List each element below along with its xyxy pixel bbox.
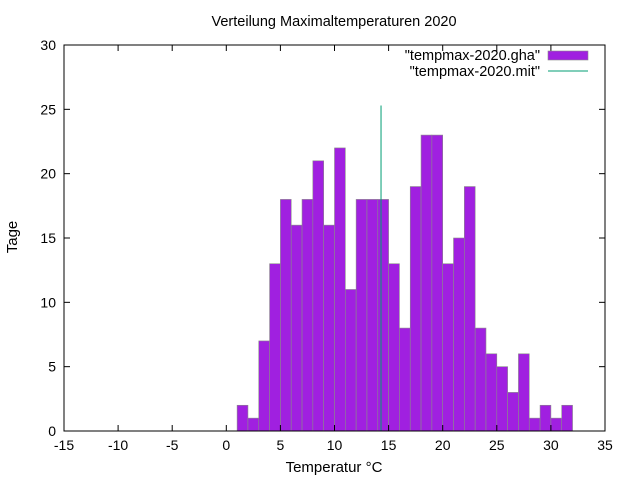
histogram-bar [485,353,498,432]
histogram-bar [539,404,552,432]
histogram-bar [399,327,411,432]
x-tick-label: 15 [381,437,397,453]
bars-layer [236,134,573,432]
y-tick-label: 25 [40,101,56,117]
histogram-bar [345,289,357,432]
legend-label-mit: "tempmax-2020.mit" [410,64,540,80]
x-tick-label: 5 [277,437,285,453]
x-tick-label: -5 [166,437,179,453]
x-tick-label: 30 [543,437,559,453]
y-tick-label: 20 [40,166,56,182]
x-tick-label: 25 [489,437,505,453]
histogram-bar [247,417,260,432]
histogram-bar [561,404,573,432]
histogram-bar [420,134,433,432]
x-tick-label: -15 [54,437,74,453]
x-tick-label: 10 [327,437,343,453]
y-axis-label: Tage [4,221,21,254]
ticks-layer: -15 -10 -5 0 5 10 15 20 25 30 35 0 5 10 15 20 25 30 [40,37,613,453]
histogram-bar [431,134,444,432]
y-tick-label: 5 [48,359,56,375]
y-tick-label: 15 [40,230,56,246]
legend-swatch-gha [547,50,589,61]
chart-title: Verteilung Maximaltemperaturen 2020 [211,14,456,30]
histogram-bar [507,392,519,432]
histogram-bar [280,199,292,432]
histogram-bar [377,199,389,432]
histogram-bar [366,199,379,432]
histogram-bar [453,237,465,432]
histogram-bar [550,417,563,432]
x-tick-label: 35 [597,437,613,453]
histogram-bar [388,263,400,432]
x-tick-label: -10 [108,437,128,453]
histogram-bar [496,366,508,432]
histogram-bar [290,224,303,432]
histogram-bar [236,404,249,432]
histogram-bar [323,224,335,432]
histogram-bar [301,199,314,432]
legend-label-gha: "tempmax-2020.gha" [405,48,540,64]
x-tick-label: 0 [222,437,230,453]
histogram-bar [464,186,476,432]
histogram-bar [442,263,454,432]
histogram-bar [474,327,487,432]
histogram-bar [334,147,346,432]
histogram-bar [409,186,422,432]
histogram-bar [258,340,270,432]
histogram-bar [528,417,541,432]
legend: "tempmax-2020.gha" "tempmax-2020.mit" [405,48,589,80]
histogram-bar [269,263,281,432]
y-tick-label: 30 [40,37,56,53]
histogram-bar [518,353,530,432]
y-tick-label: 10 [40,294,56,310]
y-tick-label: 0 [48,423,56,439]
histogram-bar [355,199,368,432]
histogram-bar [312,160,324,432]
x-tick-label: 20 [435,437,451,453]
plot-frame [63,44,606,432]
x-axis-label: Temperatur °C [286,459,383,476]
